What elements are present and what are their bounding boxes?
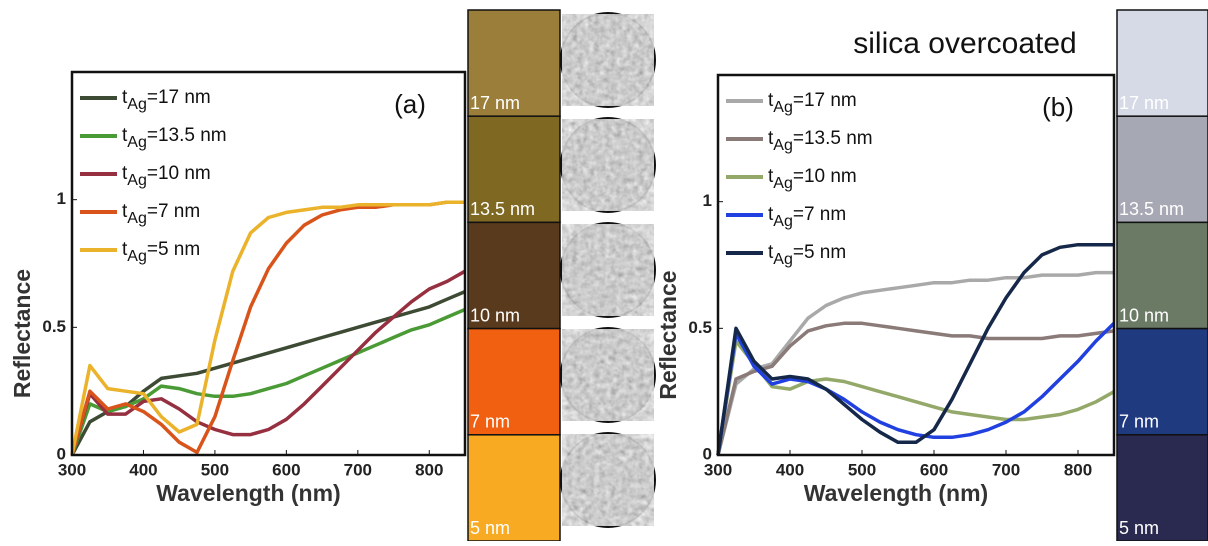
panel-label: (b) [1042, 92, 1074, 122]
x-tick-label: 700 [992, 460, 1020, 479]
x-tick-label: 500 [848, 460, 876, 479]
sem-image [561, 13, 655, 107]
y-tick-label: 0 [57, 444, 66, 463]
swatch-label: 10 nm [1119, 305, 1169, 325]
x-tick-label: 700 [344, 460, 372, 479]
x-tick-label: 500 [201, 460, 229, 479]
y-tick-label: 0.5 [42, 317, 66, 336]
x-tick-label: 800 [1064, 460, 1092, 479]
figure: 17 nm13.5 nm10 nm7 nm5 nm300400500600700… [0, 0, 1208, 541]
swatch-label: 10 nm [470, 305, 520, 325]
y-tick-label: 0.5 [688, 318, 712, 337]
y-tick-label: 0 [703, 444, 712, 463]
x-axis-title: Wavelength (nm) [804, 480, 988, 506]
swatch-label: 5 nm [470, 518, 510, 538]
swatch-label: 13.5 nm [470, 199, 535, 219]
swatch-label: 5 nm [1119, 518, 1159, 538]
swatch-label: 7 nm [1119, 412, 1159, 432]
chart-title: silica overcoated [853, 27, 1076, 60]
y-tick-label: 1 [57, 189, 66, 208]
swatch-label: 17 nm [1119, 93, 1169, 113]
swatch-label: 17 nm [470, 93, 520, 113]
panel-label: (a) [394, 89, 426, 119]
sem-images [561, 13, 655, 527]
y-axis-title: Reflectance [9, 269, 35, 398]
x-axis-title: Wavelength (nm) [156, 480, 340, 506]
x-tick-label: 400 [129, 460, 157, 479]
x-tick-label: 800 [415, 460, 443, 479]
x-tick-label: 600 [272, 460, 300, 479]
swatch-label: 7 nm [470, 412, 510, 432]
sem-image [561, 328, 655, 422]
page: {"chart_data": [ {"type": "line", "annot… [0, 0, 1208, 541]
x-tick-label: 400 [776, 460, 804, 479]
x-tick-label: 600 [920, 460, 948, 479]
y-tick-label: 1 [703, 191, 712, 210]
y-axis-title: Reflectance [655, 270, 681, 399]
sem-image [561, 433, 655, 527]
swatch-label: 13.5 nm [1119, 199, 1184, 219]
sem-image [561, 118, 655, 212]
sem-image [561, 223, 655, 317]
